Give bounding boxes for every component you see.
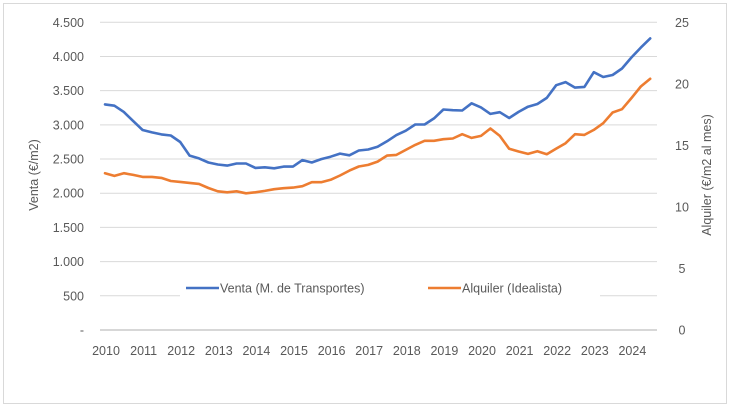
left-tick-label: 3.000: [53, 118, 84, 132]
gridlines: [100, 21, 657, 331]
right-tick-label: 15: [675, 139, 689, 153]
right-tick-label: 20: [675, 77, 689, 91]
chart-frame: [3, 3, 727, 404]
x-tick-label: 2020: [468, 344, 496, 358]
legend-background: [180, 278, 600, 298]
x-tick-label: 2011: [130, 344, 157, 358]
right-tick-label: 25: [675, 16, 689, 30]
x-axis-ticks: 2010 2011 2012 2013 2014 2015 2016 2017 2018 2019…: [92, 344, 646, 358]
x-tick-label: 2024: [618, 344, 646, 358]
x-tick-label: 2019: [430, 344, 458, 358]
left-tick-label: 500: [63, 289, 84, 303]
left-tick-label: 1.500: [53, 221, 84, 235]
x-tick-label: 2014: [242, 344, 270, 358]
x-tick-label: 2015: [280, 344, 308, 358]
left-axis-label: Venta (€/m2): [27, 139, 41, 211]
x-tick-label: 2013: [205, 344, 233, 358]
left-tick-label: 4.500: [53, 16, 84, 30]
right-axis-label: Alquiler (€/m2 al mes): [700, 114, 714, 236]
x-tick-label: 2012: [167, 344, 195, 358]
left-tick-label: 3.500: [53, 84, 84, 98]
x-tick-label: 2010: [92, 344, 120, 358]
left-tick-label: 2.500: [53, 153, 84, 167]
legend-label: Alquiler (Idealista): [462, 282, 562, 296]
left-tick-label: 4.000: [53, 50, 84, 64]
left-tick-label: -: [80, 324, 84, 338]
right-tick-label: 0: [679, 324, 686, 338]
x-tick-label: 2016: [318, 344, 346, 358]
x-tick-label: 2023: [581, 344, 609, 358]
x-tick-label: 2021: [506, 344, 534, 358]
left-tick-label: 2.000: [53, 187, 84, 201]
right-tick-label: 10: [675, 200, 689, 214]
left-axis-ticks: - 500 1.000 1.500 2.000 2.500 3.000 3.500 4.000 4…: [53, 16, 84, 338]
series-line-alquiler: [103, 77, 652, 195]
legend-label: Venta (M. de Transportes): [220, 282, 365, 296]
right-axis-ticks: 0 5 10 15 20 25: [675, 16, 689, 338]
right-tick-label: 5: [679, 262, 686, 276]
left-tick-label: 1.000: [53, 255, 84, 269]
legend: Venta (M. de Transportes) Alquiler (Ideal…: [180, 278, 600, 298]
series-lines: [103, 37, 652, 195]
x-tick-label: 2018: [393, 344, 421, 358]
series-line-venta: [103, 37, 652, 170]
x-tick-label: 2017: [355, 344, 383, 358]
x-tick-label: 2022: [543, 344, 571, 358]
